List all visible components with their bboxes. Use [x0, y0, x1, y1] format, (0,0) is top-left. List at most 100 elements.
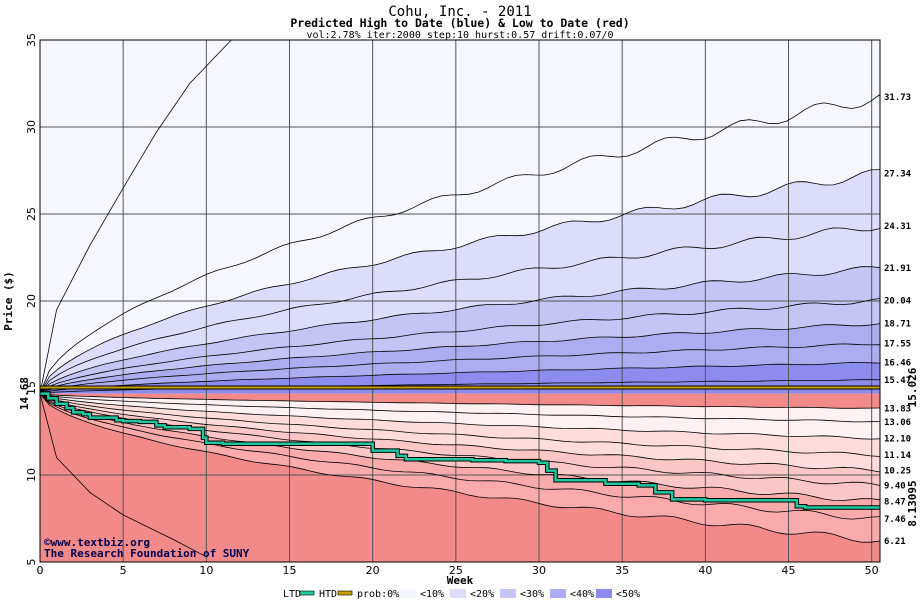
band-upper-0 — [40, 40, 880, 394]
legend-swatch-ltd — [299, 590, 315, 596]
band-end-label: 13.06 — [884, 418, 911, 428]
x-axis-ticks: 0 5 10 15 20 25 30 35 40 45 50 — [37, 564, 879, 577]
legend-swatch-10 — [450, 589, 466, 598]
upper-band-line-7 — [39, 362, 881, 394]
x-tick-label: 30 — [532, 564, 546, 577]
band-end-label: 21.91 — [884, 264, 911, 274]
band-lower-8 — [40, 393, 880, 562]
band-upper-4 — [40, 266, 880, 394]
legend-swatch-30 — [550, 589, 566, 598]
legend-swatch-htd — [337, 590, 353, 596]
chart-subtitle: Predicted High to Date (blue) & Low to D… — [290, 16, 629, 30]
chart-params: vol:2.78% iter:2000 step:10 hurst:0.57 d… — [306, 30, 613, 41]
x-tick-label: 35 — [615, 564, 629, 577]
credit-line-2: The Research Foundation of SUNY — [44, 547, 250, 560]
lower-band-line-4 — [39, 393, 881, 473]
band-lower-2 — [40, 393, 880, 457]
band-end-label: 18.71 — [884, 319, 911, 329]
lower-band-line-2 — [39, 393, 881, 440]
band-end-label: 7.46 — [884, 515, 906, 525]
upper-band-line-3 — [39, 266, 881, 394]
outer-upper-line — [39, 39, 232, 394]
legend-label-prob0: prob:0% — [357, 589, 399, 600]
band-end-label: 31.73 — [884, 93, 911, 103]
x-tick-label: 5 — [120, 564, 127, 577]
band-end-label: 20.04 — [884, 296, 912, 306]
y-tick-label: 10 — [25, 468, 38, 482]
band-end-label: 13.83 — [884, 404, 911, 414]
upper-band-line-2 — [39, 227, 881, 394]
lower-band-line-7 — [39, 393, 881, 520]
band-lower-4 — [40, 393, 880, 486]
upper-band-line-5 — [39, 323, 881, 394]
x-axis-label: Week — [447, 574, 474, 587]
lower-band-line-6 — [39, 393, 881, 501]
band-end-labels: 31.73 27.34 24.31 21.91 20.04 18.71 17.55 16.46… — [884, 93, 912, 547]
band-end-label: 27.34 — [884, 169, 912, 179]
legend-swatch-prob0 — [400, 589, 416, 598]
y-axis-ticks: 5 10 15 20 25 30 35 — [25, 33, 38, 566]
y-tick-label: 30 — [25, 120, 38, 134]
lower-band-line-8 — [39, 393, 881, 543]
band-upper-6 — [40, 323, 880, 394]
band-end-label: 24.31 — [884, 222, 911, 232]
ltd-line — [40, 392, 880, 509]
band-lower-inner — [40, 393, 880, 409]
x-tick-label: 40 — [698, 564, 712, 577]
band-end-label: 6.21 — [884, 537, 906, 547]
htd-value-label: 15.026 — [906, 367, 919, 407]
legend-label-htd: HTD — [319, 589, 337, 600]
lower-band-line-1 — [39, 393, 881, 423]
band-end-label: 10.25 — [884, 467, 911, 477]
band-end-label: 11.14 — [884, 451, 912, 461]
band-end-label: 8.47 — [884, 498, 906, 508]
band-lower-7 — [40, 393, 880, 543]
band-upper-7 — [40, 343, 880, 394]
ltd-value-label: 8.13095 — [906, 480, 919, 526]
band-end-label: 15.47 — [884, 376, 911, 386]
band-upper-2 — [40, 169, 880, 394]
band-upper-1 — [40, 94, 880, 394]
lower-band-line-3 — [39, 393, 881, 457]
series-lines — [39, 39, 881, 558]
credit-line-1: ©www.textbiz.org — [44, 536, 150, 549]
start-price-label: 14.68 — [18, 377, 31, 410]
legend-swatch-40 — [596, 589, 612, 598]
y-tick-label: 20 — [25, 294, 38, 308]
legend-label-ltd: LTD — [283, 589, 301, 600]
x-tick-label: 45 — [782, 564, 796, 577]
band-end-label: 12.10 — [884, 434, 911, 444]
y-tick-label: 5 — [25, 559, 38, 566]
legend-swatch-20 — [500, 589, 516, 598]
band-end-label: 16.46 — [884, 359, 911, 369]
x-tick-label: 20 — [366, 564, 380, 577]
chart-title: Cohu, Inc. - 2011 — [388, 4, 531, 20]
x-tick-label: 25 — [449, 564, 463, 577]
outer-lower-line — [39, 393, 207, 558]
band-lower-6 — [40, 393, 880, 520]
legend-label-20: <20% — [470, 589, 494, 600]
legend-label-40: <40% — [570, 589, 594, 600]
plot-frame — [39, 39, 881, 563]
band-lower-3 — [40, 393, 880, 472]
legend-label-30: <30% — [520, 589, 544, 600]
band-lower-1 — [40, 393, 880, 440]
upper-band-line-0 — [39, 94, 881, 394]
y-tick-label: 15 — [25, 381, 38, 395]
x-tick-label: 0 — [37, 564, 44, 577]
x-tick-label: 50 — [865, 564, 879, 577]
legend-label-50: <50% — [616, 589, 640, 600]
band-end-label: 17.55 — [884, 340, 911, 350]
lower-band-line-0 — [39, 393, 881, 409]
y-axis-label: Price ($) — [2, 271, 15, 331]
y-tick-label: 25 — [25, 207, 38, 221]
y-tick-label: 35 — [25, 33, 38, 47]
x-tick-label: 15 — [283, 564, 297, 577]
legend: LTD HTD prob:0% <10% <20% <30% <40% <50% — [283, 589, 640, 600]
legend-label-10: <10% — [420, 589, 444, 600]
upper-band-line-4 — [39, 298, 881, 394]
upper-band-line-1 — [39, 169, 881, 394]
band-upper-3 — [40, 227, 880, 394]
band-lower-5 — [40, 393, 880, 501]
